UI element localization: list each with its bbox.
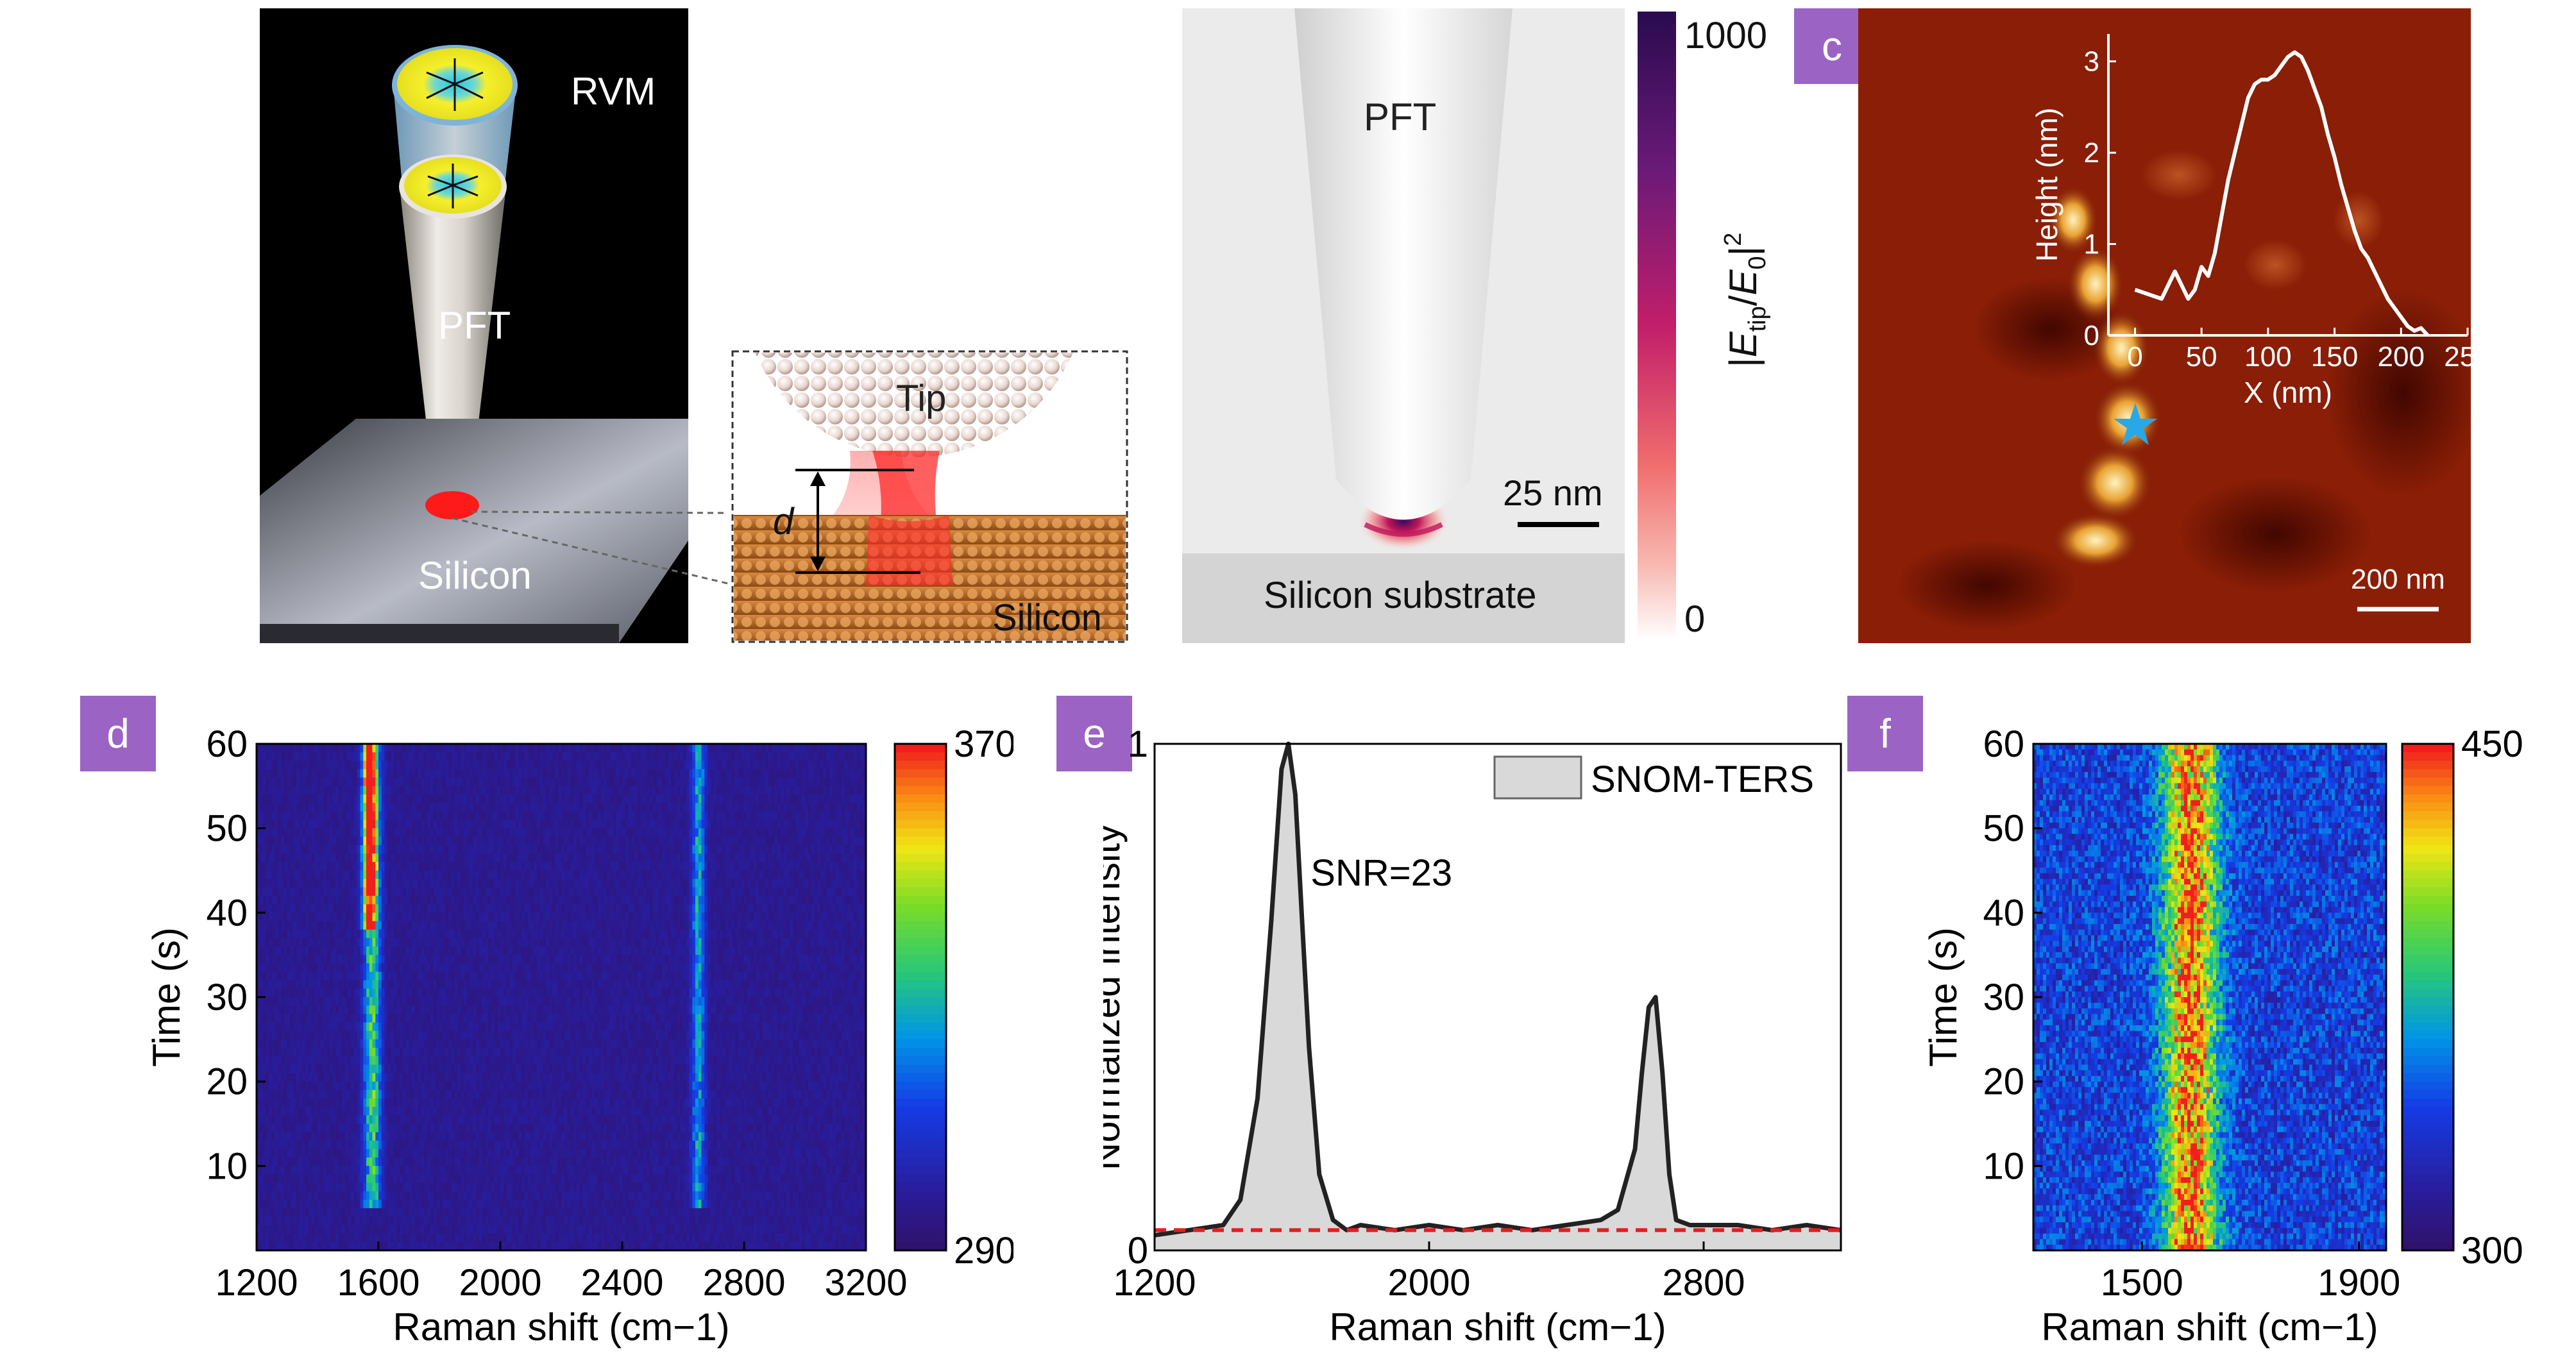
heatmap-cells (257, 744, 867, 1251)
heatmap-d: 1200 1600 2000 2400 2800 3200 10 20 30 40 50 60 Rama… (145, 723, 1013, 1349)
y-tick-label: 50 (1983, 808, 2024, 850)
inset-x-tick-label: 50 (2186, 341, 2217, 373)
panel-b-field-map: PFT 25 nm Silicon substrate 1000 0 |Etip… (1182, 8, 1775, 643)
y-tick-label: 40 (206, 892, 248, 934)
legend: SNOM-TERS (1495, 757, 1814, 800)
y-tick-label: 30 (1983, 977, 2024, 1018)
spectrum-plot: 1200 2000 2800 0 1 Raman shift (cm−1) Normaliz… (1103, 723, 1841, 1349)
pft-label: PFT (438, 304, 511, 347)
y-tick-label: 60 (1983, 723, 2024, 765)
tip-label: Tip (896, 378, 946, 419)
x-axis-label: Raman shift (cm−1) (2041, 1306, 2378, 1349)
legend-swatch (1495, 757, 1581, 798)
inset-y-axis-label: Height (nm) (2030, 108, 2063, 262)
tip-inset: Tip d Silicon (733, 111, 1127, 643)
colorbar-min: 290 (954, 1230, 1013, 1272)
inset-y-tick-label: 1 (2084, 229, 2099, 260)
y-tick-label: 50 (206, 808, 248, 850)
inset-x-axis-label: X (nm) (2244, 376, 2332, 409)
x-tick-label: 2800 (1662, 1262, 1745, 1304)
colorbar-b-max: 1000 (1684, 15, 1767, 56)
y-tick-label: 0 (1128, 1230, 1148, 1272)
x-tick-label: 1600 (337, 1262, 419, 1304)
colorbar (895, 744, 946, 1251)
y-axis-label: Normalized intensity (1103, 824, 1128, 1170)
substrate-label: Silicon substrate (1264, 575, 1537, 616)
heatmap-f: 1500 1900 10 20 30 40 50 60 Raman shift (cm−1) Ti… (1922, 723, 2523, 1349)
y-tick-label: 40 (1983, 892, 2024, 934)
scale-bar-label-c: 200 nm (2351, 564, 2445, 595)
inset-x-tick-label: 150 (2311, 341, 2358, 373)
colorbar-b (1638, 12, 1676, 640)
x-tick-label: 2000 (1387, 1262, 1470, 1304)
x-tick-label: 2400 (580, 1262, 663, 1304)
x-tick-label: 1200 (215, 1262, 298, 1304)
colorbar-b-min: 0 (1684, 598, 1705, 640)
gap-d-label: d (773, 501, 795, 542)
panel-f-heatmap: 1500 1900 10 20 30 40 50 60 Raman shift (cm−1) Ti… (1899, 718, 2576, 1353)
heatmap-cells (2033, 744, 2387, 1251)
panel-a-illustration: RVM PFT Silicon Tip d Silicon (260, 8, 1129, 643)
x-tick-label: 3200 (824, 1262, 907, 1304)
colorbar-max: 450 (2461, 723, 2523, 765)
rvm-label: RVM (571, 70, 656, 113)
x-axis-label: Raman shift (cm−1) (393, 1306, 729, 1349)
colorbar-min: 300 (2461, 1230, 2523, 1272)
y-tick-label: 1 (1128, 723, 1148, 765)
inset-x-tick-label: 100 (2244, 341, 2291, 373)
y-tick-label: 30 (206, 977, 248, 1018)
x-tick-label: 2800 (702, 1262, 785, 1304)
colorbar-b-title: |Etip/E0|2 (1720, 233, 1771, 367)
inset-y-tick-label: 2 (2084, 137, 2099, 169)
inset-silicon-label: Silicon (992, 597, 1102, 639)
scale-bar-label-b: 25 nm (1503, 473, 1603, 513)
x-tick-label: 1900 (2318, 1262, 2400, 1304)
x-tick-label: 1500 (2101, 1262, 2183, 1304)
x-tick-label: 2000 (459, 1262, 541, 1304)
x-tick-label: 1200 (1113, 1262, 1196, 1304)
y-tick-label: 60 (206, 723, 248, 765)
colorbar (2402, 744, 2453, 1251)
panel-d-heatmap: 1200 1600 2000 2400 2800 3200 10 20 30 40 50 60 Rama… (122, 718, 1013, 1353)
series-area (1155, 744, 1841, 1250)
colorbar-max: 370 (954, 723, 1013, 765)
y-tick-label: 20 (1983, 1061, 2024, 1103)
pft-label-b: PFT (1364, 96, 1436, 139)
snr-annotation: SNR=23 (1310, 852, 1452, 894)
y-tick-label: 10 (206, 1145, 248, 1187)
inset-y-tick-label: 0 (2084, 320, 2099, 351)
y-tick-label: 20 (206, 1061, 248, 1103)
y-axis-label: Time (s) (145, 927, 188, 1067)
inset-y-tick-label: 3 (2084, 46, 2099, 78)
silicon-label: Silicon (418, 554, 532, 597)
panel-e-spectrum: 1200 2000 2800 0 1 Raman shift (cm−1) Normaliz… (1103, 705, 1860, 1352)
y-axis-label: Time (s) (1922, 927, 1965, 1067)
inset-x-tick-label: 200 (2378, 341, 2425, 373)
inset-x-tick-label: 0 (2127, 341, 2142, 373)
x-axis-label: Raman shift (cm−1) (1329, 1306, 1666, 1349)
y-tick-label: 10 (1983, 1145, 2024, 1187)
legend-label: SNOM-TERS (1591, 759, 1814, 800)
inset-x-tick-label: 250 (2444, 341, 2471, 373)
panel-c-afm: 200 nm 0 50 100 150 200 250 0 1 2 3 X (nm) Height (… (1794, 8, 2471, 643)
